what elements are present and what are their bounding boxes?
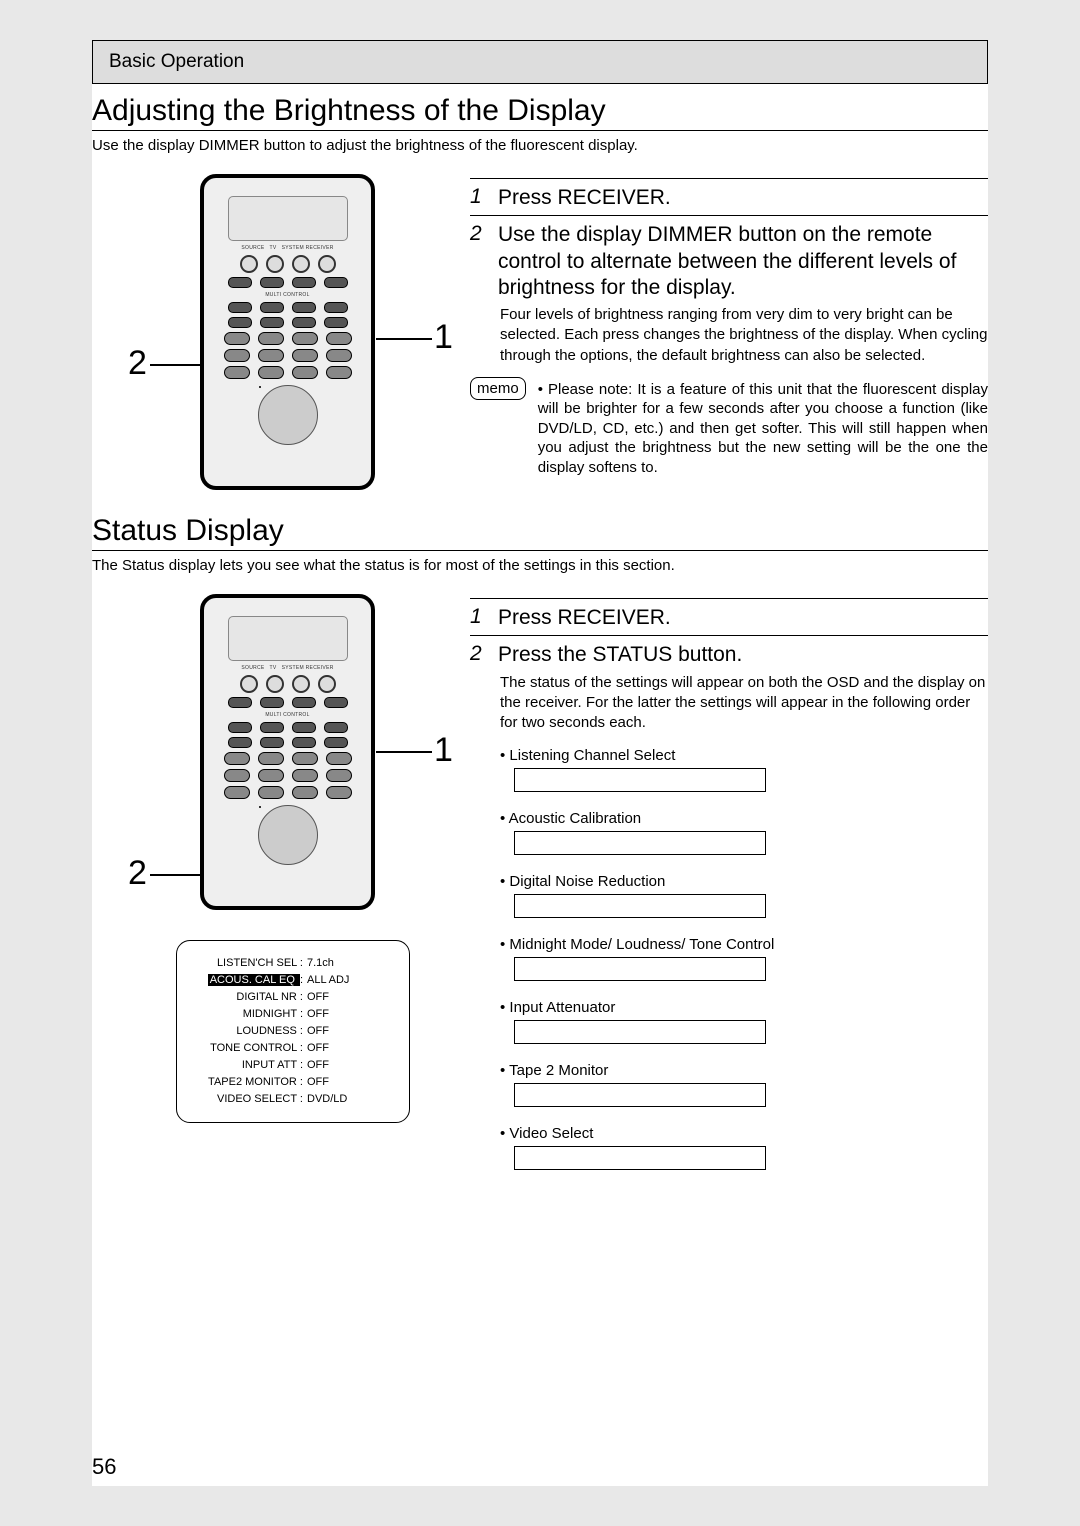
callout-line <box>376 338 432 340</box>
step-row: 2 Press the STATUS button. <box>470 642 988 668</box>
callout-line <box>150 364 200 366</box>
osd-row: VIDEO SELECT : DVD/LD <box>189 1091 397 1108</box>
divider <box>470 598 988 599</box>
step-number: 1 <box>470 185 488 211</box>
step-number: 2 <box>470 642 488 668</box>
remote-illustration: SOURCE TV SYSTEM RECEIVER MULTI CONTROL <box>200 174 375 490</box>
callout-2: 2 <box>128 344 147 383</box>
osd-row: MIDNIGHT : OFF <box>189 1006 397 1023</box>
step-text: Press RECEIVER. <box>498 185 671 211</box>
section2-intro: The Status display lets you see what the… <box>92 557 988 574</box>
step-row: 2 Use the display DIMMER button on the r… <box>470 222 988 301</box>
callout-line <box>150 874 200 876</box>
status-item-label: • Input Attenuator <box>500 999 988 1016</box>
osd-status-box: LISTEN'CH SEL : 7.1chACOUS. CAL EQ : ALL… <box>176 940 410 1123</box>
status-item-label: • Midnight Mode/ Loudness/ Tone Control <box>500 936 988 953</box>
remote-illustration: SOURCE TV SYSTEM RECEIVER MULTI CONTROL <box>200 594 375 910</box>
status-item: • Listening Channel Select <box>500 747 988 792</box>
callout-1: 1 <box>434 318 453 357</box>
section1-figure: SOURCE TV SYSTEM RECEIVER MULTI CONTROL … <box>92 174 442 490</box>
memo-badge: memo <box>470 377 526 400</box>
section1-body: SOURCE TV SYSTEM RECEIVER MULTI CONTROL … <box>92 174 988 490</box>
osd-row: TONE CONTROL : OFF <box>189 1040 397 1057</box>
status-list: • Listening Channel Select • Acoustic Cal… <box>500 747 988 1170</box>
status-item-label: • Listening Channel Select <box>500 747 988 764</box>
osd-row: ACOUS. CAL EQ : ALL ADJ <box>189 972 397 989</box>
status-item-box <box>514 1020 766 1044</box>
step-row: 1 Press RECEIVER. <box>470 185 988 211</box>
status-item: • Tape 2 Monitor <box>500 1062 988 1107</box>
status-item-label: • Tape 2 Monitor <box>500 1062 988 1079</box>
breadcrumb: Basic Operation <box>109 51 244 72</box>
divider <box>470 178 988 179</box>
osd-row: TAPE2 MONITOR : OFF <box>189 1074 397 1091</box>
memo-text: Please note: It is a feature of this uni… <box>538 380 988 478</box>
section2-figure: SOURCE TV SYSTEM RECEIVER MULTI CONTROL … <box>92 594 442 1188</box>
status-item-box <box>514 894 766 918</box>
memo-block: memo Please note: It is a feature of thi… <box>470 380 988 478</box>
step-number: 2 <box>470 222 488 301</box>
step-number: 1 <box>470 605 488 631</box>
status-item-label: • Digital Noise Reduction <box>500 873 988 890</box>
status-item: • Video Select <box>500 1125 988 1170</box>
step-subtext: The status of the settings will appear o… <box>500 673 988 734</box>
status-item: • Input Attenuator <box>500 999 988 1044</box>
osd-row: INPUT ATT : OFF <box>189 1057 397 1074</box>
status-item-label: • Acoustic Calibration <box>500 810 988 827</box>
step-text: Press RECEIVER. <box>498 605 671 631</box>
status-item-box <box>514 1083 766 1107</box>
status-item-box <box>514 957 766 981</box>
osd-row: LOUDNESS : OFF <box>189 1023 397 1040</box>
callout-2: 2 <box>128 854 147 893</box>
callout-line <box>376 751 432 753</box>
osd-row: LISTEN'CH SEL : 7.1ch <box>189 955 397 972</box>
status-item: • Digital Noise Reduction <box>500 873 988 918</box>
status-item-box <box>514 1146 766 1170</box>
status-item-label: • Video Select <box>500 1125 988 1142</box>
step-row: 1 Press RECEIVER. <box>470 605 988 631</box>
divider <box>470 635 988 636</box>
section2-body: SOURCE TV SYSTEM RECEIVER MULTI CONTROL … <box>92 594 988 1188</box>
section1-intro: Use the display DIMMER button to adjust … <box>92 137 988 154</box>
section2-title: Status Display <box>92 508 988 551</box>
osd-row: DIGITAL NR : OFF <box>189 989 397 1006</box>
section2-steps: 1 Press RECEIVER. 2 Press the STATUS but… <box>470 594 988 1188</box>
step-text: Use the display DIMMER button on the rem… <box>498 222 988 301</box>
callout-1: 1 <box>434 731 453 770</box>
status-item: • Acoustic Calibration <box>500 810 988 855</box>
status-item: • Midnight Mode/ Loudness/ Tone Control <box>500 936 988 981</box>
breadcrumb-box: Basic Operation <box>92 40 988 84</box>
page-number: 56 <box>92 1454 116 1480</box>
manual-page: Basic Operation Adjusting the Brightness… <box>92 40 988 1486</box>
status-item-box <box>514 831 766 855</box>
section1-title: Adjusting the Brightness of the Display <box>92 88 988 131</box>
status-item-box <box>514 768 766 792</box>
divider <box>470 215 988 216</box>
section1-steps: 1 Press RECEIVER. 2 Use the display DIMM… <box>470 174 988 490</box>
step-subtext: Four levels of brightness ranging from v… <box>500 305 988 366</box>
step-text: Press the STATUS button. <box>498 642 742 668</box>
